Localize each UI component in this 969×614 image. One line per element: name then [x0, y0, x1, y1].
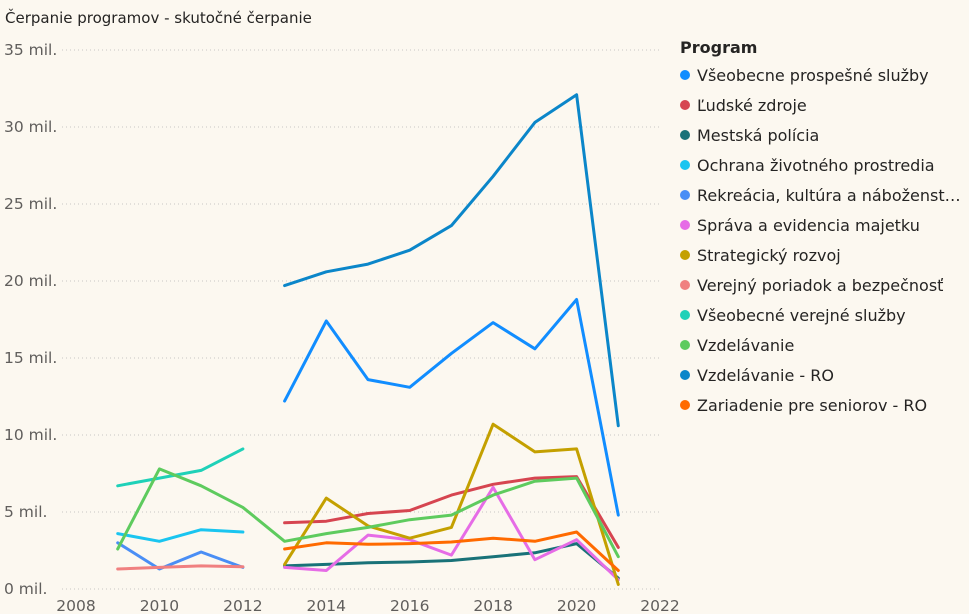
- legend-label: Ochrana životného prostredia: [697, 155, 935, 175]
- series-line-3[interactable]: [283, 542, 620, 580]
- y-tick-label: 35 mil.: [4, 41, 57, 59]
- legend-dot-icon: [680, 340, 690, 350]
- legend-item[interactable]: Všeobecné verejné služby: [680, 300, 961, 330]
- legend-dot-icon: [680, 160, 690, 170]
- legend-item[interactable]: Strategický rozvoj: [680, 240, 961, 270]
- x-tick-label: 2022: [640, 597, 679, 614]
- legend-dot-icon: [680, 220, 690, 230]
- legend-item[interactable]: Všeobecne prospešné služby: [680, 60, 961, 90]
- series-line-1[interactable]: [283, 298, 620, 517]
- legend-item[interactable]: Vzdelávanie: [680, 330, 961, 360]
- x-tick-label: 2016: [390, 597, 429, 614]
- series-line-11[interactable]: [283, 93, 620, 428]
- legend-dot-icon: [680, 190, 690, 200]
- series-line-12[interactable]: [283, 530, 620, 572]
- x-tick-label: 2018: [473, 597, 512, 614]
- y-tick-label: 30 mil.: [4, 118, 57, 136]
- x-tick-label: 2010: [140, 597, 179, 614]
- series-lines: [116, 93, 620, 586]
- y-axis-ticks: 0 mil. 5 mil. 10 mil. 15 mil. 20 mil. 25 mil.…: [4, 41, 57, 598]
- legend-dot-icon: [680, 250, 690, 260]
- legend-label: Mestská polícia: [697, 125, 820, 145]
- legend-item[interactable]: Verejný poriadok a bezpečnosť: [680, 270, 961, 300]
- legend-label: Všeobecné verejné služby: [697, 305, 906, 325]
- gridlines: [62, 49, 661, 590]
- y-tick-label: 15 mil.: [4, 349, 57, 367]
- legend-item[interactable]: Správa a evidencia majetku: [680, 210, 961, 240]
- legend-label: Správa a evidencia majetku: [697, 215, 920, 235]
- x-tick-label: 2012: [223, 597, 262, 614]
- legend-label: Rekreácia, kultúra a náboženst…: [697, 185, 961, 205]
- legend-dot-icon: [680, 310, 690, 320]
- series-line-4[interactable]: [116, 528, 245, 543]
- series-line-5[interactable]: [116, 541, 245, 571]
- legend-item[interactable]: Rekreácia, kultúra a náboženst…: [680, 180, 961, 210]
- legend-label: Vzdelávanie: [697, 335, 795, 355]
- y-tick-label: 25 mil.: [4, 195, 57, 213]
- legend-dot-icon: [680, 370, 690, 380]
- series-line-9[interactable]: [116, 447, 245, 488]
- legend-item[interactable]: Ľudské zdroje: [680, 90, 961, 120]
- legend-dot-icon: [680, 400, 690, 410]
- legend-item[interactable]: Vzdelávanie - RO: [680, 360, 961, 390]
- legend: Program Všeobecne prospešné služby Ľudské…: [680, 38, 961, 420]
- legend-label: Zariadenie pre seniorov - RO: [697, 395, 928, 415]
- series-line-8[interactable]: [116, 564, 245, 571]
- y-tick-label: 5 mil.: [4, 503, 47, 521]
- series-line-7[interactable]: [283, 422, 620, 586]
- y-tick-label: 10 mil.: [4, 426, 57, 444]
- legend-title: Program: [680, 38, 758, 57]
- legend-label: Všeobecne prospešné služby: [697, 65, 929, 85]
- legend-item[interactable]: Ochrana životného prostredia: [680, 150, 961, 180]
- series-line-10[interactable]: [116, 467, 620, 559]
- legend-dot-icon: [680, 70, 690, 80]
- legend-label: Verejný poriadok a bezpečnosť: [697, 275, 944, 295]
- legend-item[interactable]: Zariadenie pre seniorov - RO: [680, 390, 961, 420]
- y-tick-label: 20 mil.: [4, 272, 57, 290]
- legend-items: Všeobecne prospešné služby Ľudské zdroje M…: [680, 60, 961, 420]
- legend-item[interactable]: Mestská polícia: [680, 120, 961, 150]
- series-line-6[interactable]: [283, 485, 620, 582]
- x-tick-label: 2014: [307, 597, 346, 614]
- legend-dot-icon: [680, 280, 690, 290]
- legend-label: Strategický rozvoj: [697, 245, 841, 265]
- series-line-2[interactable]: [283, 475, 620, 549]
- y-tick-label: 0 mil.: [4, 580, 47, 598]
- legend-dot-icon: [680, 130, 690, 140]
- x-axis-ticks: 2008 2010 2012 2014 2016 2018 2020 2022: [56, 597, 679, 614]
- legend-dot-icon: [680, 100, 690, 110]
- legend-label: Ľudské zdroje: [697, 95, 807, 115]
- legend-label: Vzdelávanie - RO: [697, 365, 834, 385]
- x-tick-label: 2020: [557, 597, 596, 614]
- chart-title: Čerpanie programov - skutočné čerpanie: [5, 9, 312, 27]
- x-tick-label: 2008: [56, 597, 95, 614]
